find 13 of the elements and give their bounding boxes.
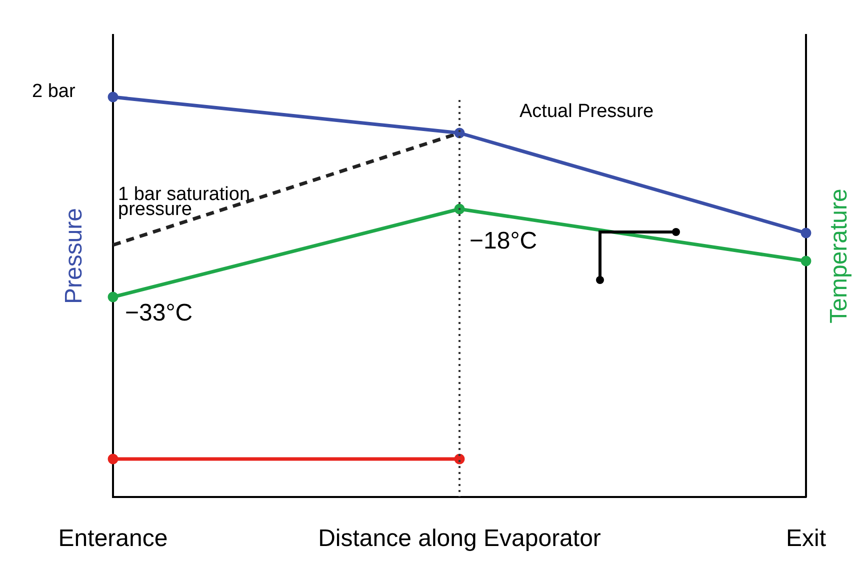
x-tick-label: Enterance [58, 525, 168, 552]
y2-axis-title: Temperature [826, 188, 853, 324]
annotation: −18°C [470, 228, 538, 255]
annotation: −33°C [125, 300, 193, 327]
point [800, 228, 812, 238]
series-label: Actual Pressure [520, 101, 654, 122]
point [108, 92, 118, 102]
y-axis-title: Pressure [60, 208, 88, 304]
x-tick-label: Exit [786, 525, 826, 552]
point [108, 454, 118, 464]
series-label: 1 bar saturation pressure [118, 184, 250, 220]
x-tick-label: Distance along Evaporator [318, 525, 601, 552]
text: 2 bar [32, 81, 76, 102]
